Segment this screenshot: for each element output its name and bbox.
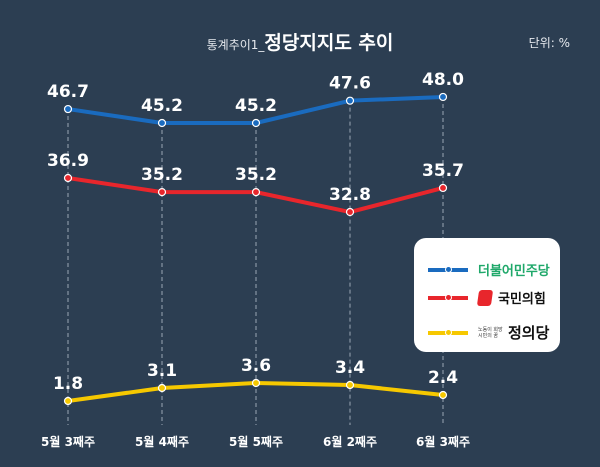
x-tick-label: 5월 4째주 (135, 434, 189, 449)
data-label: 2.4 (428, 368, 458, 388)
legend-item-justice: 노동이 희망 시민의 꿈 정의당 (428, 322, 549, 343)
data-label: 3.1 (147, 361, 177, 381)
data-point (345, 380, 355, 390)
data-label: 3.4 (335, 358, 365, 378)
x-tick-label: 5월 3째주 (41, 434, 95, 449)
data-point (345, 96, 355, 105)
data-point (438, 183, 448, 193)
x-tick-label: 6월 2째주 (323, 434, 377, 449)
data-label: 45.2 (141, 96, 183, 116)
data-label: 46.7 (47, 82, 89, 102)
data-label: 35.2 (235, 165, 277, 185)
data-point (438, 92, 448, 102)
data-point (251, 188, 261, 197)
data-label: 36.9 (47, 151, 89, 171)
data-point (63, 173, 73, 183)
data-label: 35.7 (422, 161, 464, 181)
data-point (157, 188, 167, 197)
data-point (438, 390, 448, 400)
ppp-logo-icon (476, 289, 494, 306)
data-label: 48.0 (422, 70, 464, 90)
data-point (63, 104, 73, 114)
data-point (157, 118, 167, 128)
data-point (157, 383, 167, 393)
chart-title: 통계추이1_정당지지도 추이 (206, 32, 394, 54)
data-point (251, 118, 261, 128)
data-label: 35.2 (141, 165, 183, 185)
data-point (63, 396, 73, 406)
legend-item-democratic: 더불어민주당 (428, 260, 550, 279)
x-tick-label: 5월 5째주 (229, 434, 283, 449)
data-label: 3.6 (241, 356, 271, 376)
data-label: 47.6 (329, 74, 371, 94)
data-point (345, 207, 355, 217)
data-point (251, 378, 261, 388)
data-label: 32.8 (329, 185, 371, 205)
x-tick-label: 6월 3째주 (416, 434, 470, 449)
data-label: 1.8 (53, 374, 83, 394)
unit-label: 단위: % (528, 36, 570, 50)
legend-item-ppp: 국민의힘 (428, 288, 546, 307)
data-label: 45.2 (235, 96, 277, 116)
legend: 더불어민주당 국민의힘 노동이 희망 시민의 꿈 정의당 (414, 238, 560, 352)
